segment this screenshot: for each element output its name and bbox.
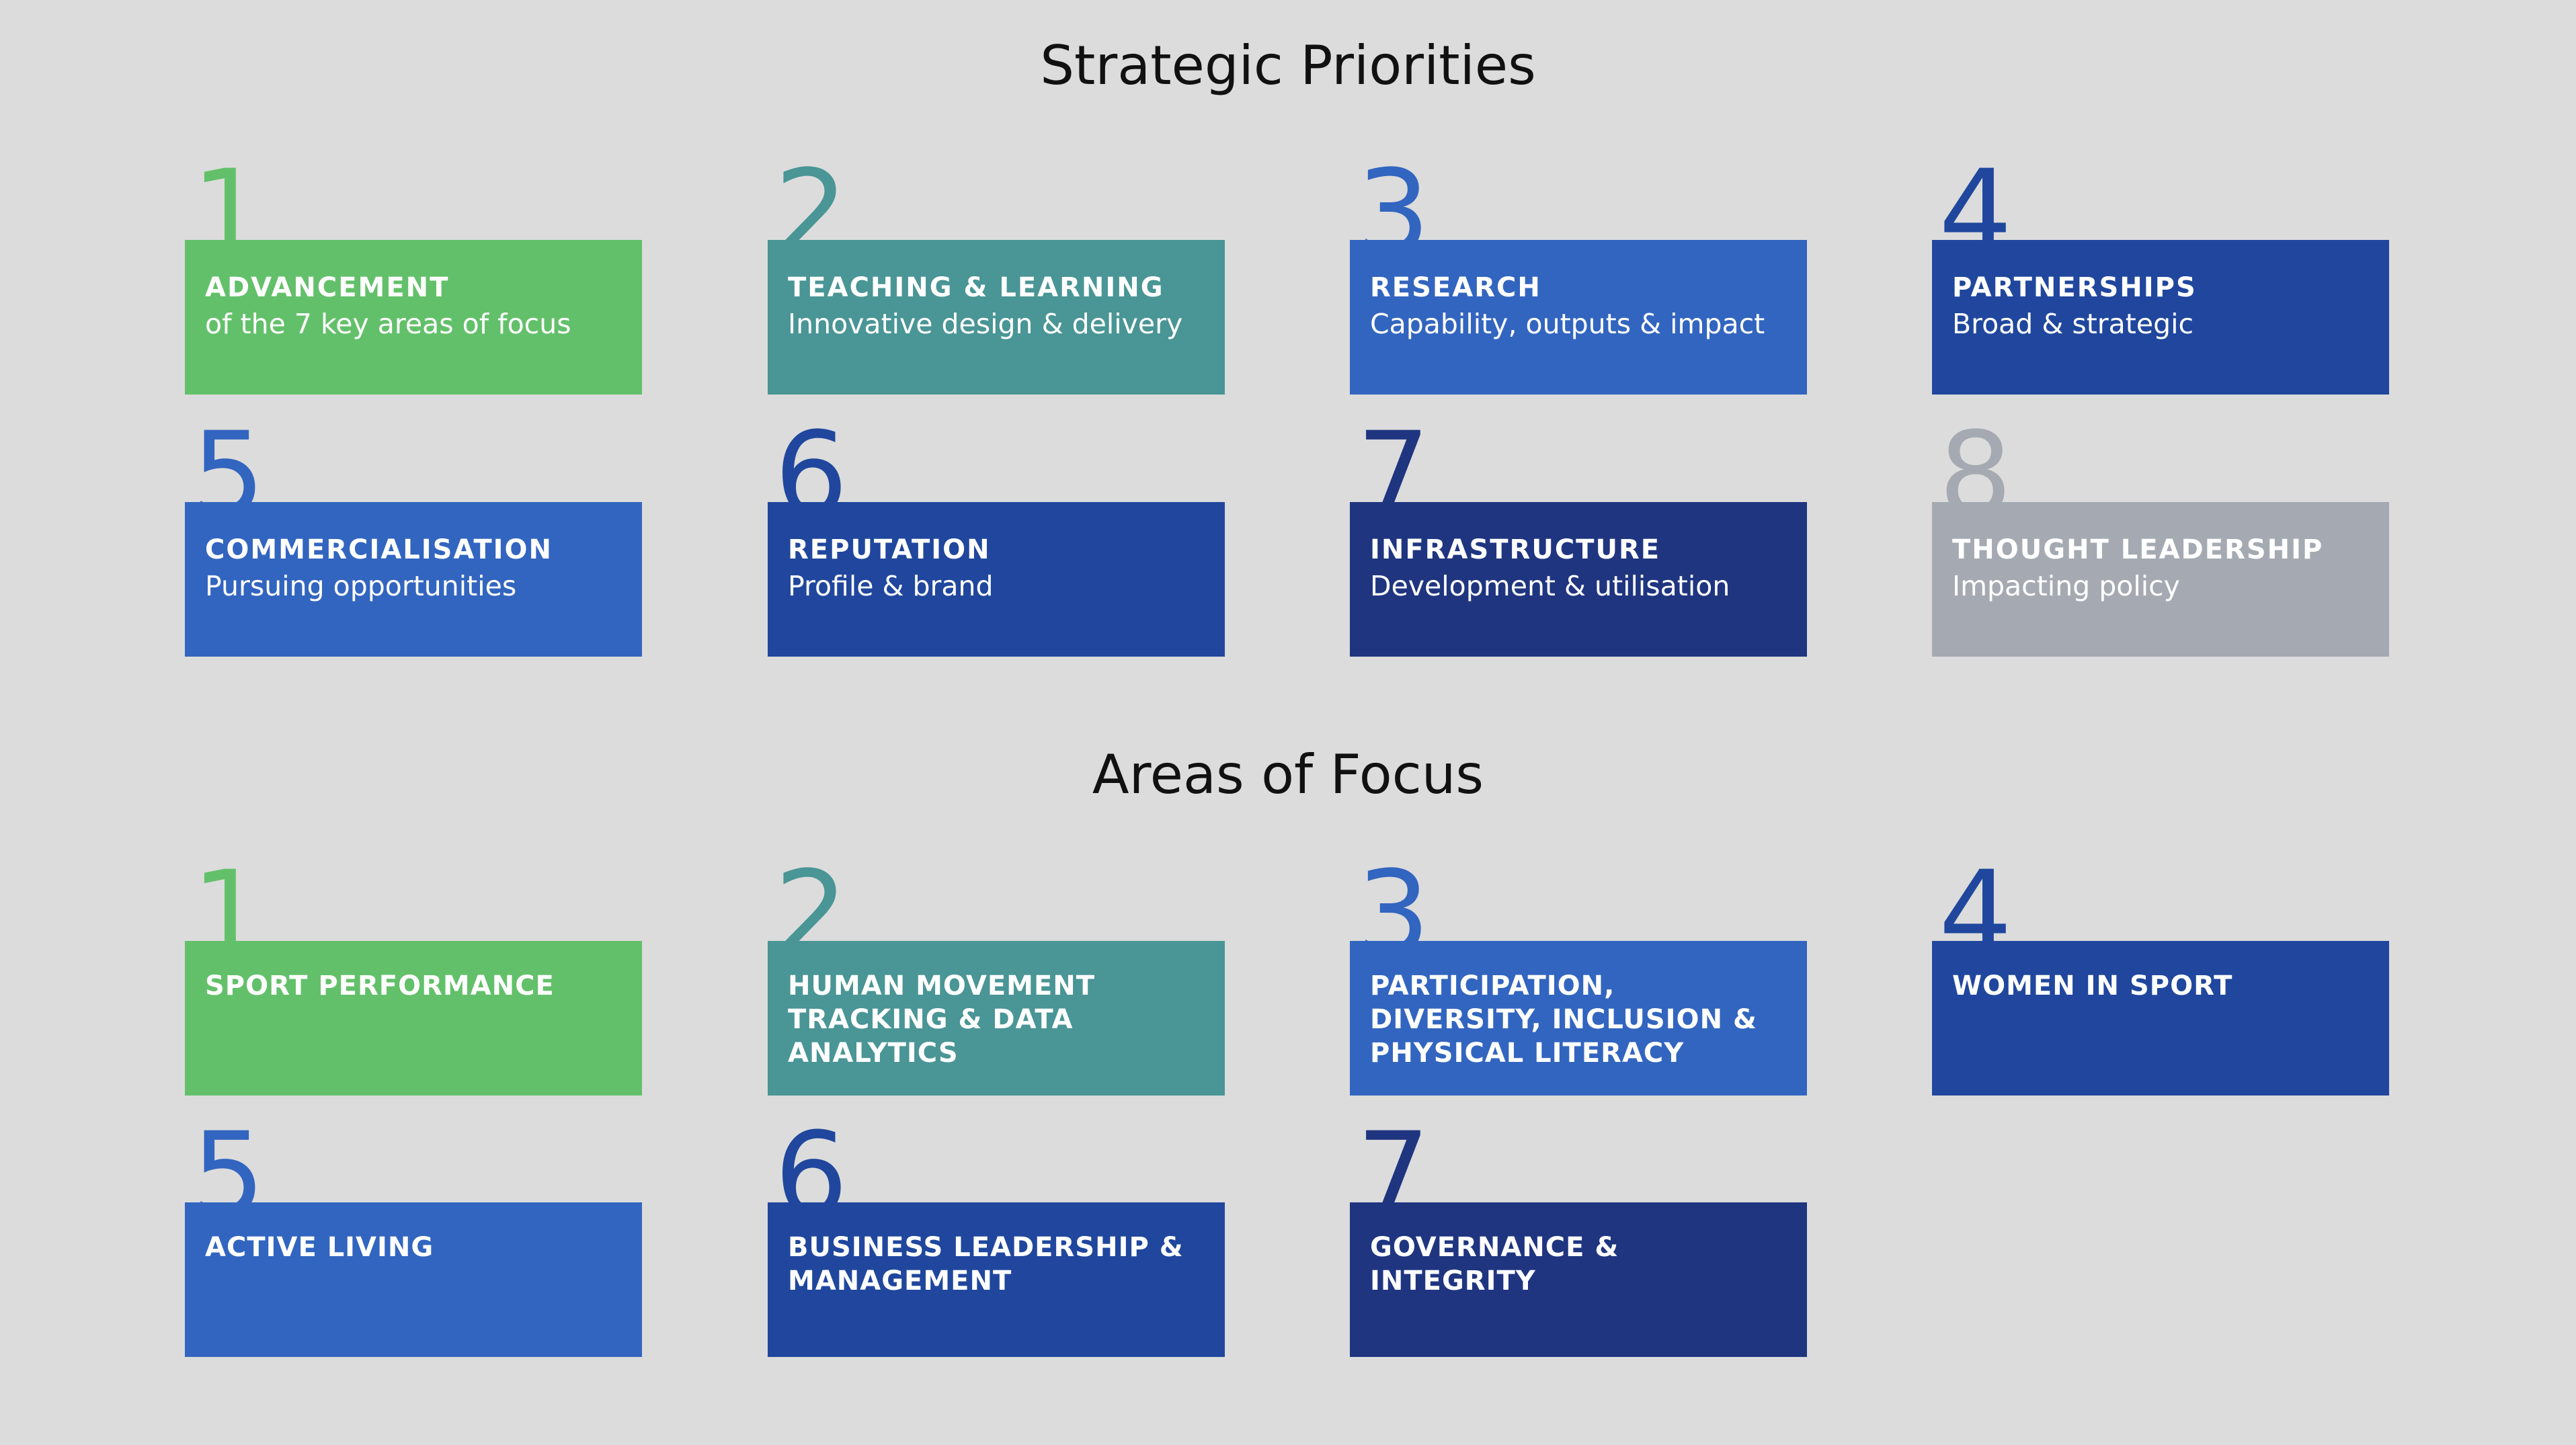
priority-box: REPUTATION Profile & brand [768, 502, 1225, 657]
focus-area-box: SPORT PERFORMANCE [185, 941, 642, 1096]
priority-box: THOUGHT LEADERSHIP Impacting policy [1932, 502, 2389, 657]
priority-box: INFRASTRUCTURE Development & utilisation [1350, 502, 1807, 657]
priority-subheading: Broad & strategic [1952, 308, 2194, 340]
priority-subheading: Pursuing opportunities [205, 570, 517, 602]
priority-heading: THOUGHT LEADERSHIP [1952, 534, 2324, 565]
focus-area-card: 5 ACTIVE LIVING [185, 1104, 642, 1357]
priority-box: RESEARCH Capability, outputs & impact [1350, 240, 1807, 395]
priority-card: 2 TEACHING & LEARNING Innovative design & … [768, 141, 1225, 395]
priority-heading: INFRASTRUCTURE [1370, 534, 1661, 565]
focus-area-card: 2 HUMAN MOVEMENT TRACKING & DATA ANALYTIC… [768, 842, 1225, 1096]
priority-subheading: Capability, outputs & impact [1370, 308, 1765, 340]
focus-area-box: GOVERNANCE & INTEGRITY [1350, 1202, 1807, 1357]
priority-card: 7 INFRASTRUCTURE Development & utilisation [1350, 403, 1807, 657]
priority-box: ADVANCEMENT of the 7 key areas of focus [185, 240, 642, 395]
strategic-priorities-title: Strategic Priorities [1040, 34, 1536, 97]
focus-area-card: 7 GOVERNANCE & INTEGRITY [1350, 1104, 1807, 1357]
priority-card: 1 ADVANCEMENT of the 7 key areas of focus [185, 141, 642, 395]
priority-box: PARTNERSHIPS Broad & strategic [1932, 240, 2389, 395]
focus-area-card: 6 BUSINESS LEADERSHIP & MANAGEMENT [768, 1104, 1225, 1357]
focus-area-heading: PARTICIPATION, DIVERSITY, INCLUSION & PH… [1370, 971, 1757, 1069]
focus-area-card: 3 PARTICIPATION, DIVERSITY, INCLUSION & P… [1350, 842, 1807, 1096]
focus-area-heading: SPORT PERFORMANCE [205, 971, 555, 1001]
priority-card: 6 REPUTATION Profile & brand [768, 403, 1225, 657]
priority-subheading: Profile & brand [788, 570, 994, 602]
priority-subheading: of the 7 key areas of focus [205, 308, 571, 340]
priority-subheading: Impacting policy [1952, 570, 2180, 602]
priority-heading: RESEARCH [1370, 272, 1541, 303]
areas-of-focus-title: Areas of Focus [1092, 743, 1484, 806]
priority-card: 4 PARTNERSHIPS Broad & strategic [1932, 141, 2389, 395]
focus-area-heading: WOMEN IN SPORT [1952, 971, 2233, 1001]
priority-card: 5 COMMERCIALISATION Pursuing opportunities [185, 403, 642, 657]
focus-area-heading: ACTIVE LIVING [205, 1232, 434, 1263]
priority-heading: TEACHING & LEARNING [788, 272, 1164, 303]
focus-area-box: HUMAN MOVEMENT TRACKING & DATA ANALYTICS [768, 941, 1225, 1096]
focus-area-box: WOMEN IN SPORT [1932, 941, 2389, 1096]
focus-area-heading: GOVERNANCE & INTEGRITY [1370, 1232, 1619, 1296]
focus-area-box: PARTICIPATION, DIVERSITY, INCLUSION & PH… [1350, 941, 1807, 1096]
priority-box: TEACHING & LEARNING Innovative design & d… [768, 240, 1225, 395]
priority-heading: REPUTATION [788, 534, 991, 565]
priority-heading: PARTNERSHIPS [1952, 272, 2197, 303]
priority-subheading: Development & utilisation [1370, 570, 1730, 602]
priority-heading: ADVANCEMENT [205, 272, 450, 303]
focus-area-card: 4 WOMEN IN SPORT [1932, 842, 2389, 1096]
priority-subheading: Innovative design & delivery [788, 308, 1183, 340]
priority-card: 3 RESEARCH Capability, outputs & impact [1350, 141, 1807, 395]
priority-card: 8 THOUGHT LEADERSHIP Impacting policy [1932, 403, 2389, 657]
focus-area-box: ACTIVE LIVING [185, 1202, 642, 1357]
focus-area-box: BUSINESS LEADERSHIP & MANAGEMENT [768, 1202, 1225, 1357]
priority-heading: COMMERCIALISATION [205, 534, 553, 565]
focus-area-heading: BUSINESS LEADERSHIP & MANAGEMENT [788, 1232, 1184, 1296]
focus-area-heading: HUMAN MOVEMENT TRACKING & DATA ANALYTICS [788, 971, 1096, 1069]
focus-area-card: 1 SPORT PERFORMANCE [185, 842, 642, 1096]
priority-box: COMMERCIALISATION Pursuing opportunities [185, 502, 642, 657]
